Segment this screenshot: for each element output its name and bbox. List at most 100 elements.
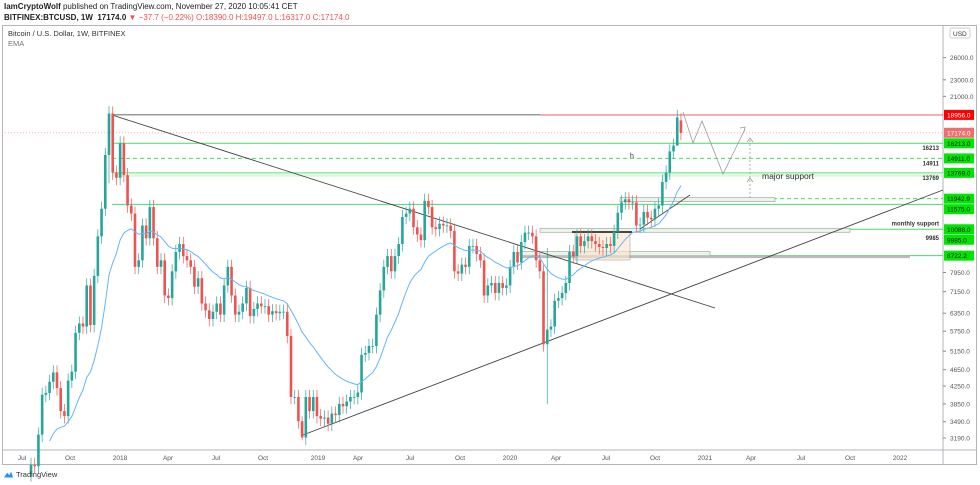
candle-body (456, 271, 460, 274)
candle-body (319, 416, 322, 419)
candle-body (144, 225, 148, 239)
candle-body (207, 310, 211, 319)
candle-body (631, 202, 634, 204)
candle-body (627, 199, 631, 203)
candle-body (664, 172, 668, 182)
candle-body (486, 285, 490, 296)
candle-body (404, 213, 408, 217)
candle-body (560, 292, 564, 299)
candle-body (163, 260, 167, 296)
candle-body (501, 283, 504, 288)
x-tick-label: Jul (212, 455, 221, 462)
candle-body (334, 413, 337, 416)
level-label: 16213 (922, 146, 939, 152)
x-tick-label: Oct (258, 455, 268, 462)
candle-body (315, 396, 319, 417)
price-label-bg (944, 127, 974, 138)
candle-body (512, 251, 516, 267)
candle-body (185, 256, 189, 261)
publish-text: published on TradingView.com, November 2… (62, 2, 298, 11)
candle-body (586, 236, 590, 242)
candle-body (445, 225, 449, 227)
price-label: 18956.0 (947, 112, 971, 119)
candle-body (115, 172, 118, 178)
price-label-bg (944, 193, 974, 204)
legend-ema[interactable]: EMA (8, 39, 25, 48)
drawings (2, 111, 944, 436)
candle-body (423, 200, 426, 241)
candle-body (434, 227, 438, 230)
candle-body (579, 236, 582, 246)
price-label-bg (944, 153, 974, 164)
candle-body (389, 256, 393, 272)
candle-body (352, 396, 356, 398)
x-tick-label: Jul (406, 455, 415, 462)
price-label: 14911.0 (947, 156, 970, 163)
candle-body (549, 326, 553, 330)
candle-body (245, 287, 248, 304)
y-tick-label: 3850.0 (950, 401, 970, 408)
candle-body (679, 120, 683, 133)
candle-body (493, 283, 497, 293)
candle-body (594, 241, 597, 245)
candle-body (441, 223, 445, 226)
candle-body (482, 260, 486, 296)
candle-body (248, 287, 252, 317)
x-tick-label: Apr (353, 455, 364, 462)
candle-body (646, 211, 649, 218)
candle-body (430, 207, 434, 228)
candle-body (219, 303, 222, 315)
candle-body (89, 285, 92, 325)
candle-body (274, 311, 278, 314)
zone-box (539, 227, 851, 233)
candle-body (519, 242, 523, 263)
candle-body (471, 245, 475, 247)
y-tick-label: 7150.0 (950, 289, 970, 296)
candle-body (516, 251, 519, 263)
candle-body (557, 298, 560, 301)
candle-body (649, 217, 653, 220)
candle-body (63, 411, 66, 417)
price-label: 11942.9 (947, 196, 970, 203)
support-band (112, 172, 943, 177)
symbol-info: BITFINEX:BTCUSD, 1W 17174.0 ▼ −37.7 (−0.… (4, 13, 350, 22)
price-label: 17174.0 (947, 130, 971, 137)
level-label: 9985 (926, 236, 940, 242)
tradingview-logo[interactable]: TradingView (4, 470, 57, 479)
candle-body (408, 208, 412, 214)
currency-badge (949, 27, 971, 39)
candle-body (170, 271, 174, 299)
candle-body (256, 303, 259, 309)
author[interactable]: IamCryptoWolf (4, 2, 61, 11)
projection-path (682, 111, 746, 175)
y-tick-label: 4650.0 (950, 367, 970, 374)
candle-body (70, 371, 74, 381)
last-price: 17174.0 (97, 13, 127, 22)
candle-body (37, 434, 40, 467)
candle-body (508, 266, 512, 286)
candle-body (74, 332, 77, 372)
candle-body (96, 236, 100, 276)
candle-body (382, 266, 386, 291)
candle-body (356, 392, 360, 397)
candle-body (375, 314, 378, 346)
candle-body (167, 295, 170, 299)
y-tick-label: 4250.0 (950, 383, 970, 390)
candle-body (505, 285, 508, 288)
tradingview-icon (4, 471, 13, 478)
candle-body (386, 256, 389, 267)
candle-body (304, 396, 308, 438)
candle-body (100, 208, 103, 237)
candle-body (438, 223, 441, 230)
candle-body (237, 311, 241, 315)
candle-body (605, 244, 608, 248)
x-tick-label: Oct (845, 455, 855, 462)
zone-box (619, 197, 776, 202)
candle-body (564, 283, 568, 293)
candle-body (412, 208, 415, 228)
x-tick-label: 2019 (311, 455, 326, 462)
candle-body (59, 388, 63, 412)
candle-body (152, 207, 155, 239)
candle-body (40, 394, 44, 435)
